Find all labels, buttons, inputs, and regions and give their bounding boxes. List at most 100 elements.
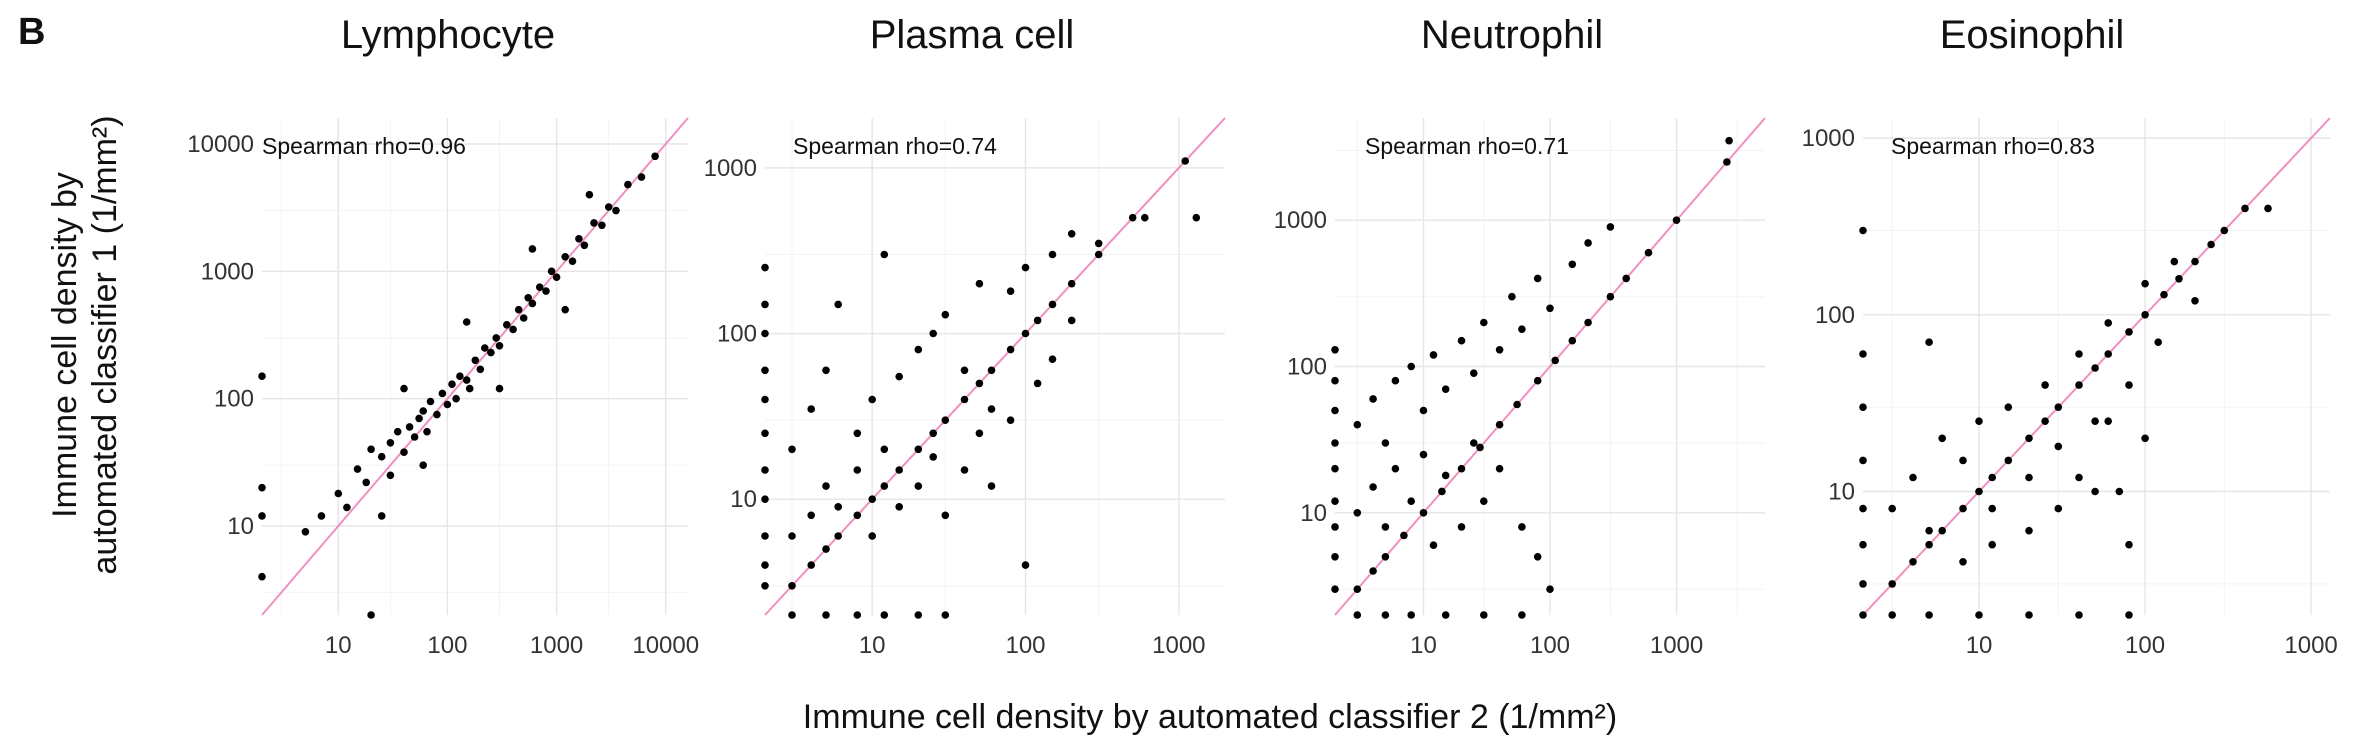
data-point xyxy=(868,395,876,404)
data-point xyxy=(301,528,310,536)
x-tick-label: 10 xyxy=(325,632,352,659)
data-point xyxy=(2025,611,2033,619)
data-point xyxy=(547,267,556,276)
data-point xyxy=(807,561,815,569)
data-point xyxy=(914,445,923,454)
data-point xyxy=(452,394,460,403)
data-point xyxy=(834,532,842,540)
data-point xyxy=(612,206,620,215)
data-point xyxy=(1094,239,1103,248)
identity-line xyxy=(764,117,1226,616)
data-point xyxy=(2104,350,2112,358)
spearman-annotation: Spearman rho=0.96 xyxy=(262,133,466,159)
data-point xyxy=(2175,275,2183,283)
data-point xyxy=(334,489,343,498)
gridlines xyxy=(262,118,688,615)
data-point xyxy=(1606,292,1615,301)
y-axis-label: Immune cell density by automated classif… xyxy=(46,115,124,574)
data-point xyxy=(761,429,769,438)
data-point xyxy=(528,299,537,308)
data-point xyxy=(960,466,969,474)
data-point xyxy=(1441,471,1450,480)
data-point xyxy=(1925,611,1933,619)
panel-title: Plasma cell xyxy=(870,13,1075,57)
data-point xyxy=(1888,580,1896,588)
data-point xyxy=(1959,558,1967,566)
data-point xyxy=(1859,580,1867,588)
data-point xyxy=(1859,456,1867,465)
x-tick-label: 10 xyxy=(1410,632,1437,659)
y-tick-label: 10 xyxy=(227,513,254,540)
data-point xyxy=(975,279,984,288)
panel-1: 10 100 1000 10000 10 100 1000 10000 Lymphocyte Sp… xyxy=(187,13,699,659)
data-point xyxy=(1888,504,1896,513)
data-point xyxy=(941,416,950,425)
data-point xyxy=(1888,611,1896,619)
data-point xyxy=(1033,379,1042,388)
data-point xyxy=(1021,263,1030,272)
data-point xyxy=(1568,336,1577,345)
data-point xyxy=(1094,250,1103,259)
data-point xyxy=(367,611,375,619)
data-point xyxy=(975,379,984,388)
data-point xyxy=(377,452,386,461)
data-point xyxy=(2141,279,2149,288)
data-point xyxy=(914,345,923,354)
x-tick-label: 10000 xyxy=(632,632,699,659)
data-point xyxy=(2075,350,2083,358)
data-point xyxy=(456,372,464,381)
data-point xyxy=(415,414,423,423)
x-tick-label: 1000 xyxy=(530,632,583,659)
data-point xyxy=(400,384,408,393)
data-point xyxy=(1006,287,1015,296)
data-point xyxy=(561,305,569,314)
data-point xyxy=(2220,226,2229,235)
data-point xyxy=(495,342,504,350)
data-point xyxy=(761,495,769,504)
data-point xyxy=(2075,473,2083,482)
data-point xyxy=(1006,416,1015,425)
data-point xyxy=(2141,311,2149,319)
data-point xyxy=(1480,318,1488,327)
data-point xyxy=(1513,400,1521,409)
data-point xyxy=(1331,346,1339,354)
data-point xyxy=(2141,434,2149,443)
data-point xyxy=(1331,464,1339,473)
data-point xyxy=(2125,540,2133,549)
x-tick-label: 100 xyxy=(2125,632,2165,659)
data-point xyxy=(1988,540,1996,549)
data-point xyxy=(2004,456,2013,465)
data-point xyxy=(624,180,632,189)
data-point xyxy=(1381,611,1390,619)
x-tick-label: 1000 xyxy=(1152,632,1205,659)
data-point xyxy=(1331,376,1339,385)
y-tick-label: 10 xyxy=(1828,479,1855,506)
y-tick-label: 100 xyxy=(717,321,757,348)
data-point xyxy=(1400,531,1408,540)
data-point xyxy=(438,389,447,398)
data-point xyxy=(1369,567,1377,575)
data-point xyxy=(2041,417,2049,426)
y-tick-label: 100 xyxy=(214,386,254,413)
data-point xyxy=(788,532,796,540)
data-point xyxy=(1192,213,1201,222)
data-point xyxy=(1495,420,1504,429)
data-point xyxy=(258,572,266,581)
data-point xyxy=(1407,362,1415,371)
data-point xyxy=(1859,226,1867,235)
data-point xyxy=(834,300,842,309)
scatter-points xyxy=(258,152,659,619)
data-point xyxy=(405,423,414,431)
data-point xyxy=(2075,381,2083,389)
data-point xyxy=(1988,473,1996,482)
data-point xyxy=(1622,274,1630,283)
data-point xyxy=(1391,464,1400,473)
data-point xyxy=(400,448,408,457)
data-point xyxy=(1141,213,1149,222)
data-point xyxy=(2025,434,2033,443)
data-point xyxy=(1518,523,1526,531)
identity-line xyxy=(1334,117,1766,616)
data-point xyxy=(476,365,485,374)
data-point xyxy=(2125,611,2133,619)
y-tick-label: 100 xyxy=(1815,302,1855,329)
